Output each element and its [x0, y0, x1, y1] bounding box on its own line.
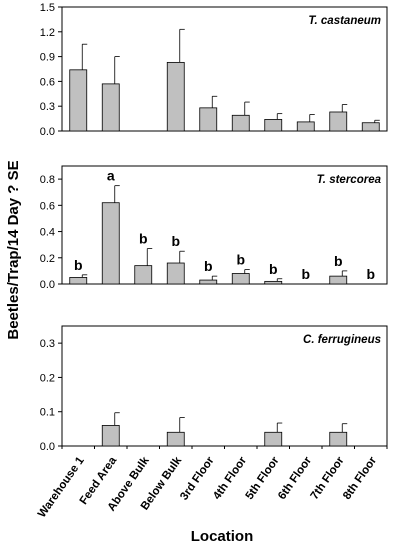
bar [264, 119, 283, 132]
x-tick-label: 8th Floor [341, 454, 379, 502]
plot-frame [61, 6, 388, 132]
y-tick-label: 0.6 [40, 76, 55, 88]
bar [329, 275, 348, 285]
bar [166, 61, 185, 132]
panel-title: T. castaneum [308, 15, 381, 27]
x-tick-label: Warehouse 1 [36, 454, 87, 520]
panel-title: C. ferrugineus [303, 334, 381, 346]
bar [199, 107, 218, 132]
y-tick-label: 0.4 [40, 227, 55, 239]
y-tick-label: 1.5 [40, 2, 55, 14]
y-tick-label: 0.0 [40, 126, 55, 138]
bar [69, 277, 88, 285]
significance-letter: b [366, 266, 375, 282]
y-tick-label: 0.6 [40, 200, 55, 212]
y-axis-label: Beetles/Trap/14 Day ? SE [5, 160, 22, 339]
bar [231, 273, 250, 285]
significance-letter: b [301, 266, 310, 282]
significance-letter: b [204, 258, 213, 274]
bar [264, 431, 283, 447]
bar [166, 262, 185, 285]
panel-title: T. stercorea [317, 174, 382, 186]
plot-frame [61, 165, 388, 285]
bar [101, 202, 120, 285]
significance-letter: a [107, 168, 115, 184]
y-tick-label: 0.8 [40, 174, 55, 186]
bar [329, 111, 348, 132]
y-tick-label: 0.0 [40, 441, 55, 453]
y-tick-label: 0.0 [40, 279, 55, 291]
y-tick-label: 0.2 [40, 253, 55, 265]
x-axis-label: Location [191, 528, 254, 545]
y-tick-label: 0.3 [40, 338, 55, 350]
bar [296, 121, 315, 132]
bar [134, 265, 153, 285]
y-tick-label: 0.3 [40, 101, 55, 113]
bar [166, 431, 185, 447]
bar [199, 279, 218, 285]
bar [101, 425, 120, 447]
bar [231, 114, 250, 132]
y-tick-label: 0.1 [40, 407, 55, 419]
bar [264, 280, 283, 285]
significance-letter: b [74, 257, 83, 273]
y-tick-label: 0.2 [40, 372, 55, 384]
bar [329, 431, 348, 447]
significance-letter: b [139, 231, 148, 247]
y-tick-label: 1.2 [40, 27, 55, 39]
bar [69, 69, 88, 132]
significance-letter: b [334, 253, 343, 269]
y-tick-label: 0.9 [40, 52, 55, 64]
significance-letter: b [171, 233, 180, 249]
bar [361, 122, 380, 132]
significance-letter: b [269, 261, 278, 277]
bar [101, 83, 120, 132]
significance-letter: b [236, 252, 245, 268]
